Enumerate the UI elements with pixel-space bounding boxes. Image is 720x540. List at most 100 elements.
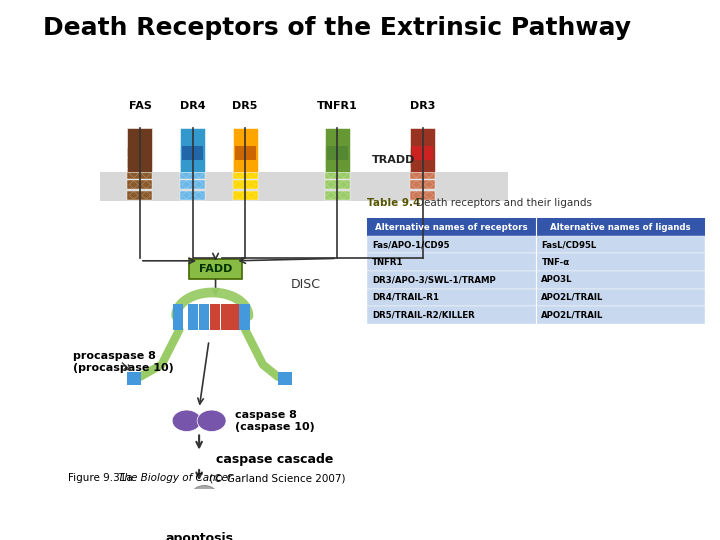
Polygon shape [326,170,336,178]
Polygon shape [339,159,348,167]
Polygon shape [412,159,421,167]
Polygon shape [339,170,348,178]
Text: procaspase 8
(procaspase 10): procaspase 8 (procaspase 10) [73,352,174,373]
Polygon shape [235,170,243,178]
Text: DR5: DR5 [233,101,258,111]
FancyBboxPatch shape [127,128,153,172]
FancyBboxPatch shape [182,146,203,160]
Polygon shape [182,148,191,156]
Polygon shape [425,181,433,188]
Text: DR4/TRAIL-R1: DR4/TRAIL-R1 [372,293,439,302]
Polygon shape [425,148,433,156]
Polygon shape [182,192,191,199]
Polygon shape [142,159,150,167]
FancyBboxPatch shape [233,147,258,157]
FancyBboxPatch shape [410,169,435,179]
Text: DR4: DR4 [180,101,205,111]
FancyBboxPatch shape [410,191,435,200]
Text: DR3: DR3 [410,101,436,111]
Text: FADD: FADD [199,264,233,274]
Polygon shape [247,148,256,156]
Polygon shape [129,159,138,167]
Polygon shape [247,192,256,199]
FancyBboxPatch shape [180,191,205,200]
FancyBboxPatch shape [366,288,706,306]
FancyBboxPatch shape [127,191,153,200]
FancyBboxPatch shape [221,304,232,329]
FancyBboxPatch shape [189,259,242,279]
Text: FasL/CD95L: FasL/CD95L [541,240,597,249]
Polygon shape [129,181,138,188]
Text: DISC: DISC [291,278,321,291]
FancyBboxPatch shape [410,180,435,190]
FancyBboxPatch shape [233,158,258,168]
Text: Figure 9.31a: Figure 9.31a [68,473,139,483]
FancyBboxPatch shape [325,158,350,168]
Polygon shape [142,170,150,178]
Circle shape [197,410,226,431]
FancyBboxPatch shape [366,236,706,253]
Polygon shape [425,192,433,199]
FancyBboxPatch shape [180,180,205,190]
Polygon shape [182,181,191,188]
Polygon shape [235,148,243,156]
Polygon shape [339,181,348,188]
Circle shape [172,410,201,431]
Text: TRADD: TRADD [372,155,415,165]
Text: Death receptors and their ligands: Death receptors and their ligands [416,198,592,208]
Polygon shape [412,181,421,188]
Polygon shape [194,148,203,156]
FancyBboxPatch shape [410,147,435,157]
Polygon shape [182,170,191,178]
Polygon shape [142,148,150,156]
FancyBboxPatch shape [233,191,258,200]
FancyBboxPatch shape [325,191,350,200]
Text: TNFR1: TNFR1 [317,101,358,111]
Circle shape [192,485,217,504]
Text: Table 9.4: Table 9.4 [366,198,424,208]
Polygon shape [247,159,256,167]
FancyBboxPatch shape [410,128,435,172]
Polygon shape [326,181,336,188]
FancyBboxPatch shape [233,169,258,179]
FancyBboxPatch shape [366,271,706,288]
Polygon shape [235,192,243,199]
FancyBboxPatch shape [366,306,706,323]
FancyBboxPatch shape [188,304,198,329]
FancyBboxPatch shape [233,180,258,190]
Text: APO2L/TRAIL: APO2L/TRAIL [541,310,604,320]
FancyBboxPatch shape [127,147,153,157]
FancyBboxPatch shape [127,169,153,179]
FancyBboxPatch shape [366,218,706,236]
Text: APO2L/TRAIL: APO2L/TRAIL [541,293,604,302]
Polygon shape [247,170,256,178]
Polygon shape [129,192,138,199]
Polygon shape [142,181,150,188]
Ellipse shape [163,494,235,521]
Text: DR5/TRAIL-R2/KILLER: DR5/TRAIL-R2/KILLER [372,310,474,320]
Polygon shape [326,148,336,156]
FancyBboxPatch shape [127,180,153,190]
FancyBboxPatch shape [127,158,153,168]
FancyBboxPatch shape [180,147,205,157]
Polygon shape [425,159,433,167]
FancyBboxPatch shape [325,147,350,157]
FancyBboxPatch shape [180,169,205,179]
Polygon shape [194,170,203,178]
Text: caspase cascade: caspase cascade [215,453,333,466]
Polygon shape [194,159,203,167]
FancyBboxPatch shape [101,172,508,201]
Polygon shape [425,170,433,178]
Polygon shape [326,159,336,167]
Polygon shape [129,170,138,178]
Text: apoptosis: apoptosis [165,532,233,540]
Text: FAS: FAS [128,101,151,111]
Polygon shape [194,181,203,188]
Circle shape [211,493,230,507]
FancyBboxPatch shape [127,372,141,385]
Circle shape [171,489,194,506]
Polygon shape [339,148,348,156]
FancyBboxPatch shape [233,128,258,172]
Polygon shape [339,192,348,199]
FancyBboxPatch shape [412,146,433,160]
